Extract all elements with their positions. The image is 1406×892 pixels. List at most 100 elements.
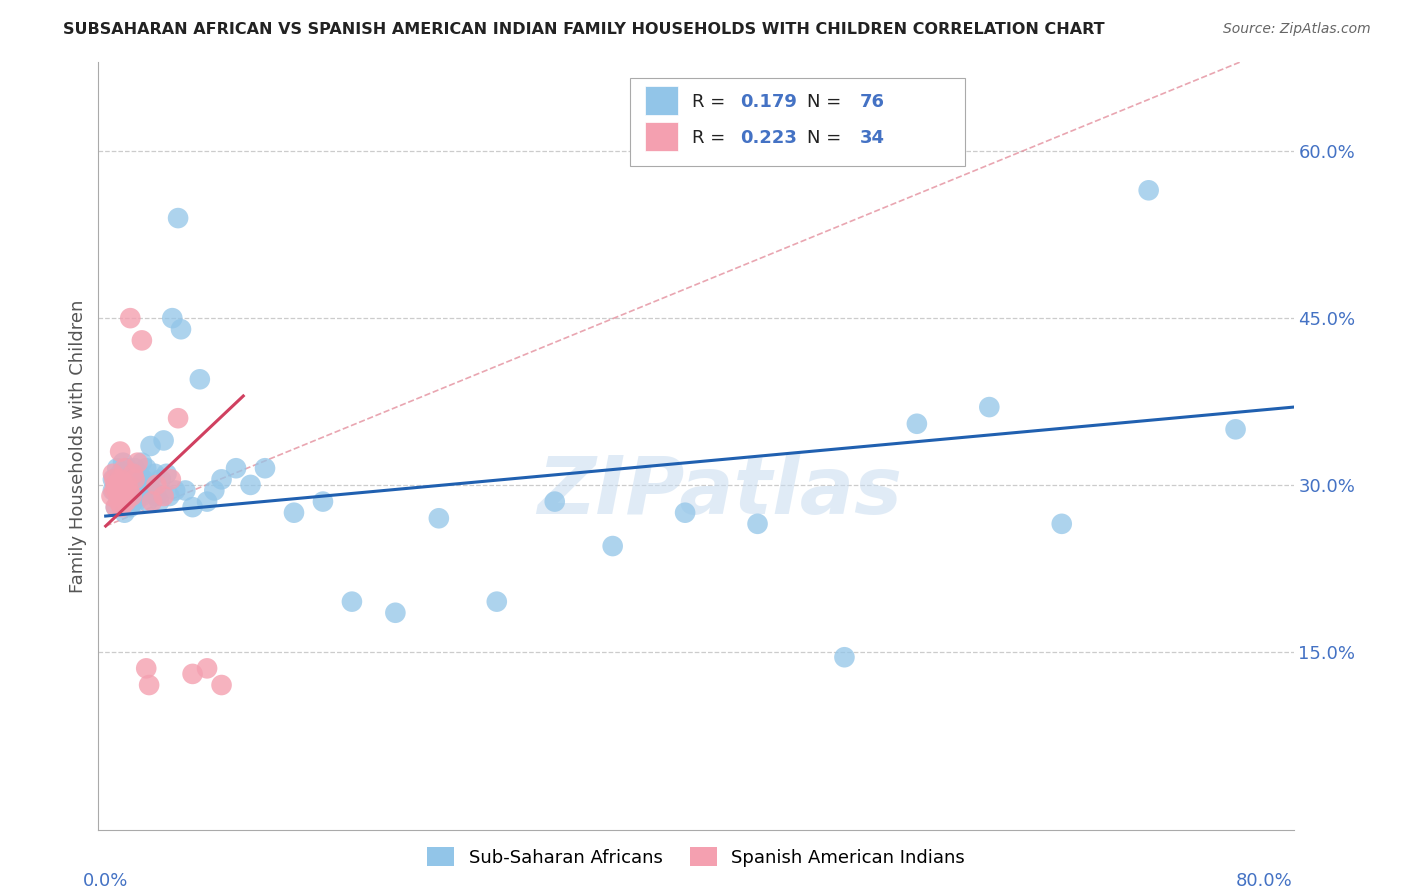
Point <box>115 472 138 486</box>
Point <box>152 434 174 448</box>
Point <box>145 489 167 503</box>
Text: 34: 34 <box>859 128 884 146</box>
Point <box>149 472 172 486</box>
Text: 76: 76 <box>859 93 884 111</box>
Point <box>138 478 160 492</box>
Point <box>195 494 218 508</box>
Point <box>103 483 125 498</box>
Point <box>141 483 163 498</box>
Point <box>120 311 142 326</box>
Point <box>124 472 146 486</box>
Point <box>114 489 136 503</box>
Point <box>120 500 142 515</box>
Y-axis label: Family Households with Children: Family Households with Children <box>69 300 87 592</box>
FancyBboxPatch shape <box>644 87 678 115</box>
Point <box>138 678 160 692</box>
Point <box>108 494 131 508</box>
Point <box>1137 183 1160 197</box>
Point <box>122 467 145 481</box>
Point <box>122 467 145 481</box>
Point <box>108 483 131 498</box>
Point <box>157 489 180 503</box>
Point <box>117 494 139 508</box>
Text: R =: R = <box>692 128 731 146</box>
Point <box>112 489 135 503</box>
Legend: Sub-Saharan Africans, Spanish American Indians: Sub-Saharan Africans, Spanish American I… <box>418 838 974 876</box>
Point <box>115 494 138 508</box>
Point <box>979 400 1001 414</box>
Point <box>118 478 141 492</box>
Point <box>105 483 128 498</box>
Point <box>125 494 148 508</box>
Point <box>145 478 167 492</box>
Point <box>107 494 129 508</box>
Point <box>141 494 163 508</box>
Point <box>239 478 262 492</box>
Point <box>747 516 769 531</box>
Point <box>136 494 159 508</box>
Point <box>139 439 162 453</box>
Point <box>181 500 204 515</box>
Point <box>114 461 136 475</box>
Text: R =: R = <box>692 93 731 111</box>
Point <box>544 494 567 508</box>
Point <box>129 478 152 492</box>
Point <box>121 472 143 486</box>
Point <box>131 456 153 470</box>
Point <box>108 467 131 481</box>
Point <box>202 483 225 498</box>
Point <box>1225 422 1247 436</box>
Text: N =: N = <box>807 93 846 111</box>
Point <box>834 650 856 665</box>
Point <box>104 500 127 515</box>
Point <box>148 494 170 508</box>
Point <box>117 461 139 475</box>
Point <box>181 667 204 681</box>
Text: ZIPatlas: ZIPatlas <box>537 453 903 531</box>
Point <box>1050 516 1073 531</box>
Text: SUBSAHARAN AFRICAN VS SPANISH AMERICAN INDIAN FAMILY HOUSEHOLDS WITH CHILDREN CO: SUBSAHARAN AFRICAN VS SPANISH AMERICAN I… <box>63 22 1105 37</box>
Point <box>283 506 305 520</box>
Point <box>100 489 122 503</box>
Point <box>135 661 157 675</box>
Point <box>127 456 149 470</box>
FancyBboxPatch shape <box>644 122 678 152</box>
Point <box>105 461 128 475</box>
Point <box>167 411 190 425</box>
Text: 80.0%: 80.0% <box>1236 871 1294 889</box>
Point <box>127 472 149 486</box>
Point <box>174 483 197 498</box>
Text: 0.179: 0.179 <box>740 93 797 111</box>
Point <box>122 494 145 508</box>
Point <box>127 489 149 503</box>
Point <box>253 461 276 475</box>
Point <box>905 417 928 431</box>
Point <box>112 478 135 492</box>
Point <box>195 661 218 675</box>
Point <box>211 472 233 486</box>
FancyBboxPatch shape <box>630 78 965 166</box>
Text: 0.223: 0.223 <box>740 128 797 146</box>
Point <box>135 461 157 475</box>
Point <box>121 483 143 498</box>
Point <box>112 456 135 470</box>
Point <box>131 334 153 348</box>
Point <box>427 511 450 525</box>
Point <box>101 472 124 486</box>
Point <box>118 489 141 503</box>
Point <box>108 444 131 458</box>
Point <box>104 478 127 492</box>
Point <box>134 483 156 498</box>
Point <box>112 478 135 492</box>
Point <box>101 467 124 481</box>
Point <box>108 483 131 498</box>
Point <box>160 472 183 486</box>
Text: 0.0%: 0.0% <box>83 871 128 889</box>
Point <box>124 478 146 492</box>
Point <box>117 478 139 492</box>
Point <box>132 472 155 486</box>
Point <box>117 483 139 498</box>
Point <box>162 311 184 326</box>
Point <box>152 489 174 503</box>
Point <box>165 483 187 498</box>
